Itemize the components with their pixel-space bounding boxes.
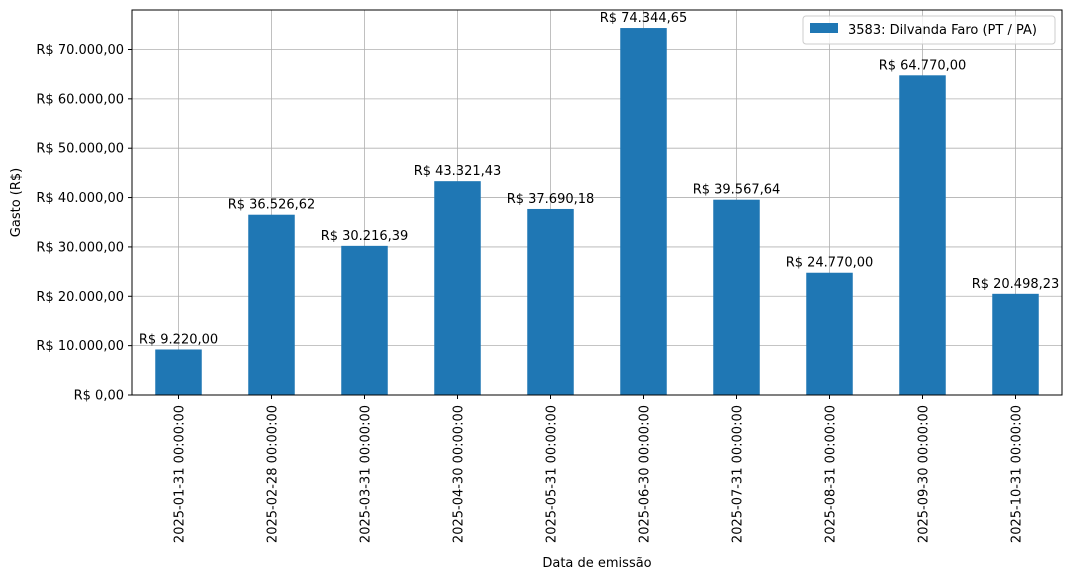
- bar-value-label: R$ 30.216,39: [321, 229, 409, 244]
- x-tick-label: 2025-03-31 00:00:00: [359, 405, 374, 543]
- y-tick-label: R$ 0,00: [74, 389, 124, 404]
- bar: [527, 208, 574, 395]
- bar: [713, 199, 760, 395]
- bar-value-label: R$ 9.220,00: [139, 332, 218, 347]
- bar-value-label: R$ 24.770,00: [786, 256, 874, 271]
- bar-value-label: R$ 37.690,18: [507, 192, 595, 207]
- bar-value-label: R$ 43.321,43: [414, 164, 502, 179]
- bar-value-label: R$ 20.498,23: [972, 277, 1060, 292]
- y-tick-label: R$ 70.000,00: [36, 43, 124, 58]
- y-axis-ticks: R$ 0,00 R$ 10.000,00 R$ 20.000,00 R$ 30.000…: [36, 43, 132, 404]
- bar-value-label: R$ 64.770,00: [879, 58, 967, 73]
- x-tick-label: 2025-06-30 00:00:00: [638, 405, 653, 543]
- bar: [899, 75, 946, 395]
- plot-frame: [131, 9, 1063, 396]
- bar: [992, 293, 1039, 395]
- legend: 3583: Dilvanda Faro (PT / PA): [802, 15, 1056, 45]
- y-tick-label: R$ 40.000,00: [36, 191, 124, 206]
- y-tick-label: R$ 30.000,00: [36, 240, 124, 255]
- bars-group: [155, 28, 1039, 396]
- y-tick-label: R$ 10.000,00: [36, 339, 124, 354]
- x-tick-label: 2025-05-31 00:00:00: [545, 405, 560, 543]
- legend-swatch: [810, 23, 838, 33]
- bar-value-label: R$ 74.344,65: [600, 11, 688, 26]
- y-tick-label: R$ 60.000,00: [36, 92, 124, 107]
- y-tick-label: R$ 20.000,00: [36, 290, 124, 305]
- bar-value-label: R$ 39.567,64: [693, 183, 781, 198]
- bar: [341, 245, 388, 395]
- bar: [434, 181, 481, 395]
- x-tick-label: 2025-09-30 00:00:00: [917, 405, 932, 543]
- x-axis-label: Data de emissão: [542, 556, 651, 571]
- x-tick-label: 2025-04-30 00:00:00: [452, 405, 467, 543]
- bar: [806, 272, 853, 395]
- x-tick-label: 2025-08-31 00:00:00: [824, 405, 839, 543]
- bar: [620, 28, 667, 396]
- legend-label: 3583: Dilvanda Faro (PT / PA): [848, 23, 1037, 38]
- x-axis-ticks: 2025-01-31 00:00:00 2025-02-28 00:00:00 20…: [173, 395, 1025, 543]
- bar-labels-group: R$ 9.220,00 R$ 36.526,62 R$ 30.216,39 R$ 43…: [139, 11, 1059, 347]
- x-tick-label: 2025-02-28 00:00:00: [266, 405, 281, 543]
- x-tick-label: 2025-10-31 00:00:00: [1010, 405, 1025, 543]
- legend-box: [802, 15, 1056, 45]
- y-tick-label: R$ 50.000,00: [36, 142, 124, 157]
- y-axis-label: Gasto (R$): [9, 168, 24, 237]
- x-tick-label: 2025-01-31 00:00:00: [173, 405, 188, 543]
- bar: [248, 214, 295, 395]
- x-tick-label: 2025-07-31 00:00:00: [731, 405, 746, 543]
- bar: [155, 349, 202, 395]
- bar-value-label: R$ 36.526,62: [228, 198, 316, 213]
